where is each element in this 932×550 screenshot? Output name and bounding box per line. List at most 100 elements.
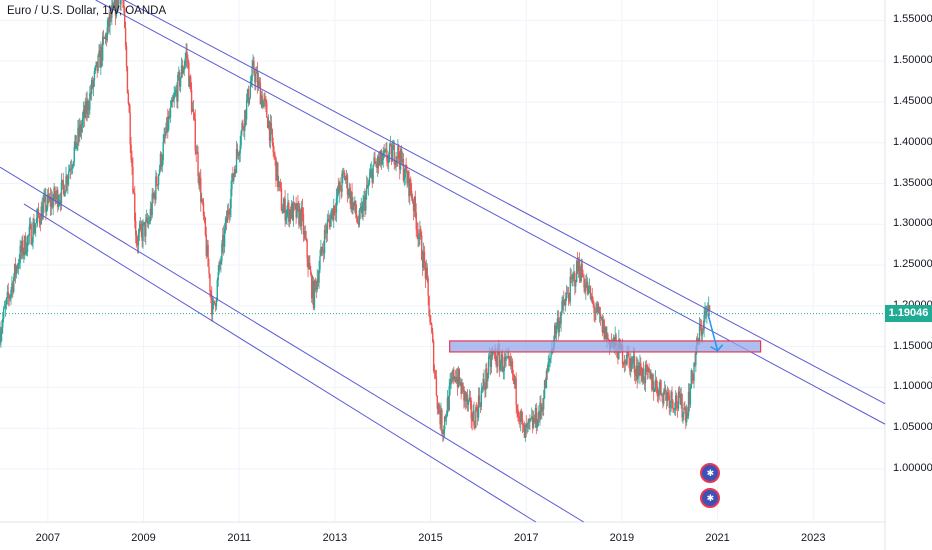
candle-body — [582, 276, 584, 278]
candle-body — [129, 112, 131, 145]
candle-body — [363, 196, 365, 202]
candle-body — [216, 280, 218, 300]
candle-body — [308, 262, 310, 269]
candle-body — [362, 201, 364, 217]
candle-body — [75, 135, 77, 149]
candle-body — [6, 291, 9, 299]
candle-body — [4, 304, 7, 308]
candle-body — [439, 412, 441, 425]
candle-body — [101, 36, 104, 61]
candle-body — [99, 50, 101, 68]
event-marker-icon[interactable]: ✱ — [700, 487, 721, 508]
candle-body — [693, 362, 695, 381]
candle-body — [348, 187, 351, 195]
candle-body — [200, 177, 202, 202]
candle-body — [473, 410, 475, 426]
candle-body — [237, 153, 240, 156]
candle-body — [234, 168, 236, 174]
candle-body — [569, 276, 571, 302]
candle-body — [28, 226, 31, 236]
candle-body — [430, 322, 432, 325]
candle-body — [274, 154, 276, 158]
candle-body — [307, 258, 309, 269]
candle-body — [67, 178, 69, 185]
candle-body — [24, 236, 27, 254]
candle-body — [145, 220, 147, 237]
candle-body — [311, 281, 314, 299]
candle-body — [89, 92, 91, 110]
candle-body — [132, 166, 134, 193]
candle-body — [84, 101, 86, 118]
candle-body — [451, 378, 453, 380]
candle-body — [112, 2, 114, 7]
candle-body — [104, 34, 107, 39]
candle-body — [376, 163, 378, 168]
candle-body — [107, 17, 109, 28]
candle-body — [399, 149, 402, 170]
candle-body — [674, 408, 676, 410]
candle-body — [71, 166, 74, 169]
candle-body — [123, 0, 125, 8]
candle-body — [163, 134, 165, 142]
candle-body — [328, 218, 330, 221]
candle-body — [438, 404, 440, 413]
candle-body — [331, 208, 333, 215]
candle-body — [210, 291, 212, 296]
candle-body — [567, 293, 570, 299]
candle-body — [476, 408, 479, 418]
candle-body — [79, 124, 82, 133]
candle-body — [705, 311, 707, 315]
candle-body — [43, 197, 45, 204]
candle-body — [482, 378, 484, 389]
candle-body — [564, 304, 566, 306]
candle-body — [416, 229, 418, 231]
candle-body — [226, 210, 229, 223]
candle-body — [536, 426, 538, 428]
candle-body — [496, 364, 498, 367]
candle-body — [548, 361, 550, 363]
candle-body — [144, 222, 146, 237]
candle-body — [425, 267, 428, 279]
candle-body — [265, 99, 267, 104]
candle-body — [599, 312, 602, 319]
candle-body — [167, 116, 170, 130]
candle-body — [652, 381, 654, 390]
candle-body — [147, 222, 150, 224]
candle-body — [413, 196, 416, 211]
candle-body — [407, 171, 409, 184]
candle-body — [426, 267, 428, 278]
candle-body — [467, 400, 470, 405]
candle-body — [420, 229, 422, 236]
candle-body — [188, 63, 190, 87]
candle-body — [36, 209, 39, 218]
candle-body — [432, 341, 435, 371]
candle-body — [323, 229, 326, 254]
candle-body — [140, 223, 142, 229]
candle-body — [1, 327, 3, 334]
candle-body — [142, 223, 144, 241]
candle-body — [615, 335, 617, 344]
projection-arrow-line — [707, 313, 719, 351]
candle-body — [316, 278, 318, 290]
candle-body — [641, 373, 643, 382]
candle-body — [19, 245, 21, 264]
candle-body — [41, 206, 43, 220]
candle-body — [634, 372, 637, 376]
candle-body — [123, 7, 126, 28]
candle-body — [53, 187, 55, 200]
candle-body — [55, 196, 57, 200]
event-marker-icon[interactable]: ✱ — [700, 463, 721, 484]
candle-body — [51, 197, 53, 208]
candle-body — [648, 368, 650, 372]
candle-body — [591, 295, 593, 301]
candle-body — [688, 391, 691, 405]
candle-body — [50, 197, 53, 207]
candle-body — [251, 66, 253, 81]
candle-body — [103, 37, 106, 39]
candle-body — [87, 100, 89, 111]
candle-body — [177, 74, 179, 102]
channel-line — [23, 203, 537, 523]
candle-body — [475, 407, 477, 428]
candle-body — [377, 156, 379, 168]
